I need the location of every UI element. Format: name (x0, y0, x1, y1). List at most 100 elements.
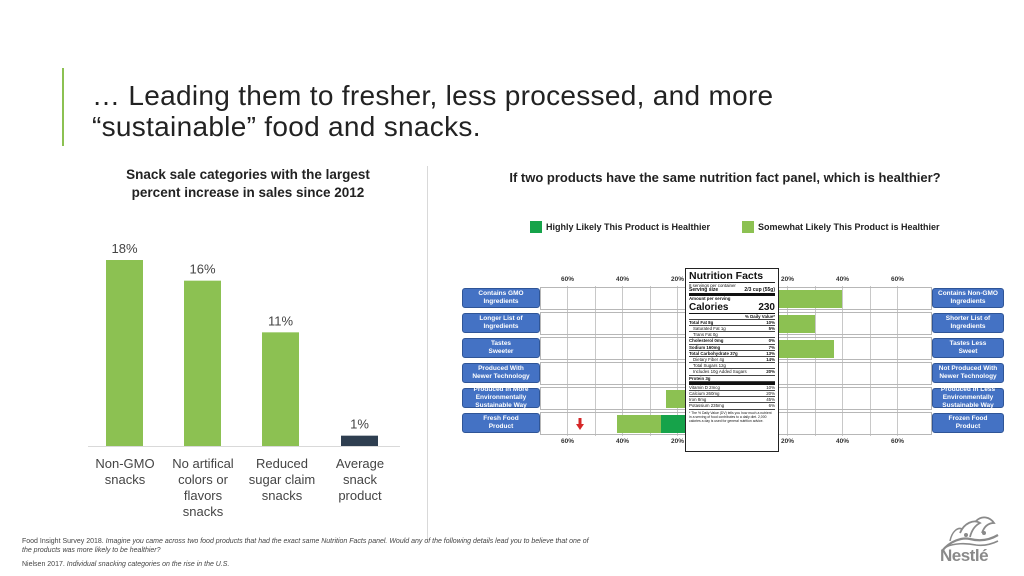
nutrition-vitamin-1: Calcium 260mg 20% (689, 391, 775, 398)
nutrition-vitamin-dv-3: 6% (768, 403, 775, 409)
nutrition-row-label-1: Saturated Fat 1g (693, 326, 726, 332)
nutrition-row-dv-1: 5% (768, 326, 775, 332)
category-label-1-line-1: colors or (178, 472, 228, 487)
nutrition-row-label-4: Sodium 160mg (689, 344, 721, 350)
nutrition-row-2: Trans Fat 0g (689, 332, 775, 339)
legend-swatch-somewhat (742, 221, 754, 233)
axis-top-tick-right-2: 60% (891, 276, 905, 283)
row-label-left-4-line-1: Environmentally (475, 394, 527, 401)
row-label-left-3-line-0: Produced With (478, 365, 524, 372)
nutrition-row-dv-5: 13% (766, 350, 775, 356)
section-divider (427, 166, 428, 542)
legend-item-highly: Highly Likely This Product is Healthier (530, 219, 710, 235)
axis-bottom-tick-right-1: 40% (836, 438, 850, 445)
diverging-gridline-11 (869, 286, 871, 436)
diverging-gridline-1 (594, 286, 596, 436)
category-label-1-line-2: flavors (183, 488, 223, 503)
footnote-line-2: the products was more likely to be healt… (22, 546, 161, 555)
nutrition-row-label-5: Total Carbohydrate 37g (689, 350, 738, 356)
page-title-line-1: … Leading them to fresher, less processe… (92, 80, 774, 111)
red-down-arrow-icon (576, 418, 584, 430)
category-label-3-line-1: snack (343, 472, 377, 487)
row-label-right-0-line-1: Ingredients (950, 298, 986, 305)
nutrition-row-label-6: Dietary Fiber 4g (693, 357, 725, 363)
row-label-right-2-line-0: Tastes Less (949, 340, 987, 347)
bar-chart: 18% 16% 11% 1% (88, 241, 400, 447)
row-label-right-1-line-1: Ingredients (950, 323, 986, 330)
row-label-right-5-line-0: Frozen Food (948, 415, 988, 422)
row-label-left-4-line-2: Sustainable Way (475, 402, 527, 409)
axis-top-tick-left-0: 60% (561, 276, 575, 283)
nutrition-row-label-2: Trans Fat 0g (693, 332, 718, 338)
nestle-wordmark: Nestlé (940, 546, 989, 565)
nutrition-vitamin-dv-2: 45% (766, 397, 775, 403)
diverging-gridline-3 (649, 286, 651, 436)
nutrition-row-1: Saturated Fat 1g 5% (689, 326, 775, 333)
row-label-right-4: Produced in Less Environmentally Sustainab… (932, 386, 1004, 409)
nutrition-thick-rule (689, 381, 775, 385)
row-label-left-4-line-0: Produced in More (473, 386, 529, 393)
row-label-left-1: Longer List of Ingredients (462, 313, 540, 333)
nutrition-row-8: Includes 10g Added Sugars 20% (689, 369, 775, 376)
diverging-bar-left-somewhat-5 (616, 414, 661, 433)
row-label-right-5-line-1: Product (955, 423, 981, 430)
bar-value-label-0: 18% (111, 241, 137, 256)
nutrition-vitamin-0: Vitamin D 2mcg 10% (689, 385, 775, 392)
bar-value-label-3: 1% (350, 417, 369, 432)
nutrition-vitamin-3: Potassium 235mg 6% (689, 403, 775, 410)
nestle-nest-logo-icon (941, 516, 999, 552)
nutrition-facts-title: Nutrition Facts (689, 271, 775, 283)
axis-bottom-tick-right-2: 60% (891, 438, 905, 445)
nutrition-vitamin-label-2: Iron 8mg (689, 397, 707, 403)
axis-top-tick-left-1: 40% (616, 276, 630, 283)
nutrition-row-4: Sodium 160mg 7% (689, 345, 775, 351)
row-label-left-0-line-0: Contains GMO (478, 290, 524, 297)
row-label-right-2-line-1: Sweet (958, 348, 978, 355)
legend-label-highly: Highly Likely This Product is Healthier (546, 222, 711, 232)
legend-swatch-highly (530, 221, 542, 233)
serving-size-value: 2/3 cup (55g) (744, 287, 775, 294)
nutrition-row-label-3: Cholesterol 0mg (689, 338, 724, 344)
nutrition-vitamin-label-3: Potassium 235mg (689, 403, 725, 409)
bar-chart-title-line-1: Snack sale categories with the largest (126, 167, 370, 182)
page-title: … Leading them to fresher, less processe… (92, 80, 952, 142)
category-label-2-line-0: Reduced (255, 456, 309, 471)
page-title-line-2: “sustainable” food and snacks. (92, 111, 481, 142)
row-label-left-5: Fresh Food Product (462, 413, 540, 433)
row-label-left-3-line-1: Newer Technology (472, 373, 530, 380)
axis-bottom-tick-left-2: 20% (671, 438, 685, 445)
row-label-right-2: Tastes Less Sweet (932, 338, 1004, 358)
nutrition-facts-panel: Nutrition Facts 8 servings per container… (685, 268, 779, 452)
category-label-3-line-2: product (338, 488, 382, 503)
nutrition-row-9: Protein 3g (689, 376, 775, 382)
nutrition-calories: Calories 230 (689, 302, 775, 314)
axis-top-tick-right-0: 20% (781, 276, 795, 283)
category-label-0-line-0: Non-GMO (95, 456, 155, 471)
category-label-3-line-0: Average (335, 456, 385, 471)
row-label-right-5: Frozen Food Product (932, 413, 1004, 433)
category-label-2-line-2: snacks (261, 488, 303, 503)
nutrition-row-label-7: Total Sugars 12g (693, 363, 726, 369)
nutrition-vitamin-label-1: Calcium 260mg (689, 391, 720, 397)
title-accent-bar (62, 68, 64, 146)
nutrition-vitamins: Vitamin D 2mcg 10% Calcium 260mg 20% Iron 8m… (689, 385, 775, 410)
axis-bottom-tick-right-0: 20% (781, 438, 795, 445)
diverging-chart-title: If two products have the same nutrition … (509, 170, 941, 185)
category-label-3: Average snack product (320, 456, 400, 504)
diverging-gridline-10 (842, 286, 843, 436)
footnote-line-1: Food Insight Survey 2018. Imagine you ca… (22, 537, 742, 546)
footnote-source-3: Nielsen 2017. (22, 561, 65, 568)
axis-top-tick-left-2: 20% (671, 276, 685, 283)
calories-label: Calories (689, 301, 729, 313)
row-label-right-3: Not Produced With Newer Technology (932, 363, 1004, 383)
row-label-left-4: Produced in More Environmentally Sustainab… (462, 386, 540, 409)
row-label-left-1-line-0: Longer List of (479, 315, 523, 322)
diverging-gridline-9 (814, 286, 816, 436)
footnote-text-1: Imagine you came across two food product… (105, 538, 589, 545)
nutrition-row-dv-6: 14% (766, 357, 775, 363)
diverging-gridline-2 (622, 286, 623, 436)
row-label-right-3-line-0: Not Produced With (938, 365, 998, 372)
row-label-left-5-line-0: Fresh Food (483, 415, 519, 422)
category-label-2-line-1: sugar claim (248, 472, 316, 487)
nutrition-servings: 8 servings per container (689, 283, 736, 288)
